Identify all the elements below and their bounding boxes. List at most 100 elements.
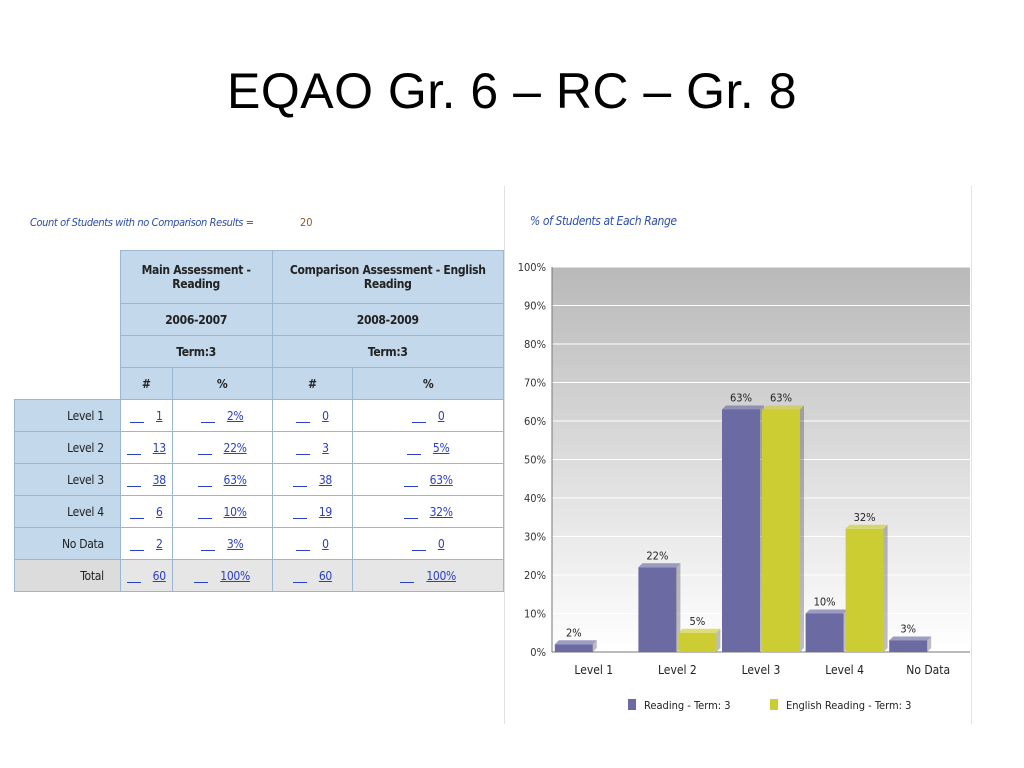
bar-chart: 0% 10% 20% 30% 40% 50% 60% 70% 80% 90% 100% 2% Level…: [518, 261, 970, 712]
y-tick-label: 90%: [524, 300, 546, 313]
comp-count-link[interactable]: 38: [318, 472, 332, 487]
bar-side: [800, 405, 804, 652]
x-tick-label: Level 3: [742, 663, 781, 677]
main-year-header: 2006-2007: [119, 303, 273, 336]
bar-top: [638, 563, 681, 568]
bar-top: [889, 636, 932, 641]
x-tick-label: Level 2: [658, 663, 697, 677]
bar: [845, 528, 884, 652]
comp-pct-link[interactable]: 0: [437, 408, 445, 423]
bar: [722, 409, 760, 652]
y-tick-label: 10%: [524, 608, 546, 621]
x-tick-label: Level 4: [825, 663, 864, 677]
main-pct-link[interactable]: 63%: [223, 472, 247, 487]
no-comparison-count-label: Count of Students with no Comparison Res…: [30, 216, 254, 229]
bar: [638, 567, 677, 652]
data-label: 10%: [814, 596, 836, 609]
table-corner: [14, 250, 121, 400]
y-tick-label: 50%: [524, 454, 546, 467]
bar-side: [883, 524, 888, 652]
main-pct-col-header: %: [171, 367, 273, 400]
panel-border-left: [504, 186, 505, 724]
data-label: 63%: [730, 391, 752, 404]
y-tick-label: 40%: [524, 492, 546, 505]
legend-swatch: [628, 699, 636, 710]
row-label: Level 3: [14, 463, 121, 496]
table-row: No Data 2 3% 0 0: [14, 527, 504, 560]
bar-top: [722, 405, 764, 410]
main-pct-link[interactable]: 10%: [223, 504, 247, 519]
legend-label: Reading - Term: 3: [644, 699, 731, 712]
comp-pct-link[interactable]: 0: [437, 536, 445, 551]
comp-count-link[interactable]: 0: [322, 408, 329, 423]
comp-count-link[interactable]: 19: [318, 504, 332, 519]
row-label: Total: [14, 559, 121, 592]
row-label: Level 4: [14, 495, 121, 528]
bar: [762, 409, 800, 652]
bar-side: [716, 628, 721, 652]
comp-pct-link[interactable]: 32%: [429, 504, 453, 519]
y-tick-label: 80%: [524, 338, 546, 351]
bar-top: [554, 640, 597, 645]
comp-pct-link[interactable]: 100%: [426, 568, 456, 583]
y-tick-label: 0%: [530, 646, 546, 659]
y-tick-label: 60%: [524, 415, 546, 428]
total-row: Total 60 100% 60 100%: [14, 559, 504, 592]
comp-count-link[interactable]: 0: [322, 536, 329, 551]
results-panel: Count of Students with no Comparison Res…: [14, 208, 504, 598]
main-assessment-header: Main Assessment - Reading: [119, 250, 273, 304]
bar: [554, 644, 593, 652]
table-row: Level 3 38 63% 38 63%: [14, 463, 504, 496]
data-label: 63%: [770, 391, 792, 404]
comp-pct-link[interactable]: 5%: [432, 440, 450, 455]
legend-label: English Reading - Term: 3: [786, 699, 911, 712]
chart-panel: % of Students at Each Range 0% 10% 20% 30% 4…: [504, 186, 972, 724]
data-label: 22%: [646, 549, 668, 562]
bar-side: [592, 640, 597, 652]
main-pct-link[interactable]: 100%: [220, 568, 250, 583]
comp-pct-col-header: %: [352, 367, 504, 400]
slide-title: EQAO Gr. 6 – RC – Gr. 8: [226, 63, 798, 119]
main-count-link[interactable]: 2: [155, 536, 163, 551]
bar-side: [676, 563, 681, 652]
main-count-link[interactable]: 38: [152, 472, 166, 487]
y-tick-label: 70%: [524, 377, 546, 390]
bar: [805, 613, 844, 652]
main-count-link[interactable]: 60: [152, 568, 166, 583]
y-tick-label: 20%: [524, 569, 546, 582]
main-count-col-header: #: [119, 367, 173, 400]
y-tick-label: 30%: [524, 531, 546, 544]
bar-top: [805, 609, 848, 614]
table-row: Level 1 1 2% 0 0: [14, 399, 504, 432]
comparison-assessment-header: Comparison Assessment - English Reading: [271, 250, 504, 304]
main-pct-link[interactable]: 2%: [226, 408, 244, 423]
x-tick-label: No Data: [906, 663, 950, 677]
comp-pct-link[interactable]: 63%: [429, 472, 453, 487]
comp-count-link[interactable]: 3: [322, 440, 329, 455]
no-comparison-count-value: 20: [300, 216, 313, 229]
main-term-header: Term:3: [119, 335, 273, 368]
main-pct-link[interactable]: 3%: [226, 536, 244, 551]
comp-count-link[interactable]: 60: [318, 568, 332, 583]
main-count-link[interactable]: 6: [155, 504, 163, 519]
x-tick-label: Level 1: [574, 663, 613, 677]
bar-top: [678, 628, 721, 633]
data-label: 32%: [854, 511, 876, 524]
bar-top: [845, 524, 888, 529]
row-label: No Data: [14, 527, 121, 560]
row-label: Level 2: [14, 431, 121, 464]
main-count-link[interactable]: 1: [155, 408, 163, 423]
panel-border-right: [971, 186, 972, 724]
table-row: Level 4 6 10% 19 32%: [14, 495, 504, 528]
data-label: 3%: [900, 622, 916, 635]
table-row: Level 2 13 22% 3 5%: [14, 431, 504, 464]
main-count-link[interactable]: 13: [152, 440, 166, 455]
comparison-year-header: 2008-2009: [271, 303, 504, 336]
bar: [889, 640, 928, 652]
y-tick-label: 100%: [518, 261, 546, 274]
chart-title: % of Students at Each Range: [530, 214, 677, 228]
legend-swatch: [770, 699, 778, 710]
bar-side: [927, 636, 932, 652]
main-pct-link[interactable]: 22%: [223, 440, 247, 455]
data-label: 2%: [566, 626, 582, 639]
